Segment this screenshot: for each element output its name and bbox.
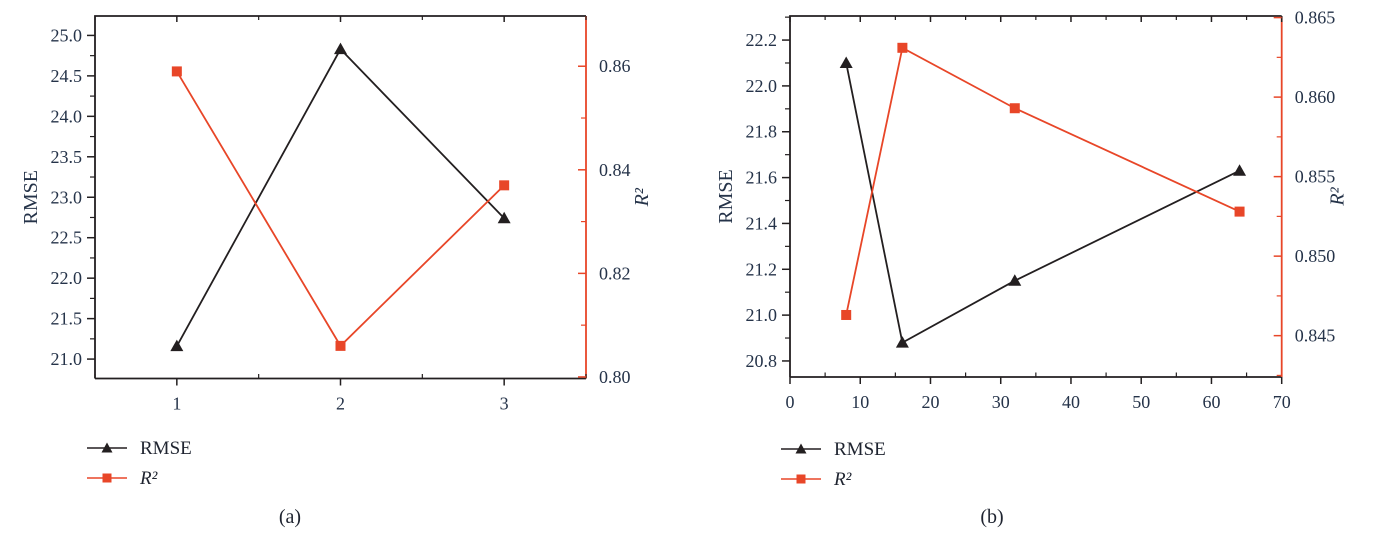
left-tick-label: 21.2 (746, 259, 778, 279)
left-axis-label: RMSE (715, 169, 737, 223)
data-point-marker (171, 66, 182, 77)
data-point-marker (1008, 274, 1022, 286)
series-line-left (845, 62, 1240, 344)
legend-item: RMSE (86, 436, 192, 460)
left-tick-label: 21.6 (746, 168, 778, 188)
legend-a: RMSE R² (86, 436, 192, 490)
series-line-right (845, 46, 1240, 316)
x-tick-label: 10 (851, 392, 869, 412)
caption-b: (b) (980, 506, 1004, 528)
right-tick-label: 0.845 (1295, 326, 1336, 346)
legend-item: R² (86, 466, 192, 490)
data-point-marker (897, 42, 908, 53)
data-point-marker (839, 56, 853, 68)
legend-label: R² (834, 468, 852, 490)
right-tick-label: 0.865 (1295, 8, 1336, 28)
legend-item: RMSE (780, 437, 886, 461)
left-tick-label: 21.4 (746, 213, 778, 233)
left-tick-label: 21.0 (51, 349, 83, 369)
square-marker-icon (781, 474, 821, 484)
x-tick-label: 70 (1273, 392, 1291, 412)
data-point-marker (170, 339, 184, 352)
left-tick-label: 21.0 (746, 305, 778, 325)
left-tick-label: 22.5 (51, 228, 83, 248)
plot-frame (94, 15, 586, 380)
right-tick-label: 0.855 (1295, 167, 1336, 187)
right-tick-label: 0.86 (599, 56, 631, 76)
x-tick-label: 0 (786, 392, 795, 412)
legend-label: R² (140, 467, 158, 489)
legend-label: RMSE (140, 437, 192, 459)
triangle-marker-icon (87, 442, 127, 453)
left-tick-label: 21.5 (51, 309, 83, 329)
data-point-marker (1234, 206, 1245, 217)
legend-label: RMSE (834, 438, 886, 460)
legend-item: R² (780, 467, 886, 491)
left-tick-label: 24.0 (51, 106, 83, 126)
data-point-marker (1009, 103, 1020, 114)
data-point-marker (335, 340, 346, 351)
x-tick-label: 3 (500, 394, 509, 414)
data-point-marker (895, 336, 909, 348)
right-tick-label: 0.850 (1295, 246, 1336, 266)
x-tick-label: 60 (1202, 392, 1220, 412)
data-point-marker (1233, 164, 1247, 176)
x-tick-label: 40 (1062, 392, 1080, 412)
x-tick-label: 30 (992, 392, 1010, 412)
legend-b: RMSE R² (780, 437, 886, 491)
data-point-marker (841, 309, 852, 320)
right-axis-label: R² (631, 187, 653, 207)
left-tick-label: 20.8 (746, 351, 778, 371)
left-tick-label: 23.5 (51, 147, 83, 167)
right-tick-label: 0.80 (599, 367, 631, 387)
x-tick-label: 20 (921, 392, 939, 412)
data-point-marker (334, 42, 347, 55)
series-line-left (176, 47, 505, 347)
x-tick-label: 50 (1132, 392, 1150, 412)
series-line-right (176, 70, 505, 348)
caption-a: (a) (278, 506, 302, 528)
right-tick-label: 0.84 (599, 160, 631, 180)
right-tick-label: 0.82 (599, 263, 631, 283)
data-point-marker (499, 180, 510, 191)
left-tick-label: 22.2 (746, 30, 778, 50)
square-marker-icon (87, 473, 127, 483)
right-tick-label: 0.860 (1295, 87, 1336, 107)
left-tick-label: 22.0 (51, 268, 83, 288)
chart-b: 0 10 20 30 40 50 60 70 20.8 21.0 21.2 21.4 21.6 21.8 2… (715, 8, 1349, 412)
x-tick-label: 2 (336, 394, 345, 414)
left-tick-label: 21.8 (746, 122, 778, 142)
left-tick-label: 23.0 (51, 187, 83, 207)
triangle-marker-icon (781, 443, 821, 454)
x-tick-label: 1 (172, 394, 181, 414)
left-axis-label: RMSE (20, 170, 42, 224)
left-tick-label: 25.0 (51, 25, 83, 45)
left-tick-label: 22.0 (746, 76, 778, 96)
chart-a: 1 2 3 21.0 21.5 22.0 22.5 23.0 23.5 24.0 24.5 25.0 0… (20, 15, 653, 414)
right-axis-label: R² (1327, 186, 1349, 206)
data-point-marker (497, 211, 511, 224)
left-tick-label: 24.5 (51, 66, 83, 86)
